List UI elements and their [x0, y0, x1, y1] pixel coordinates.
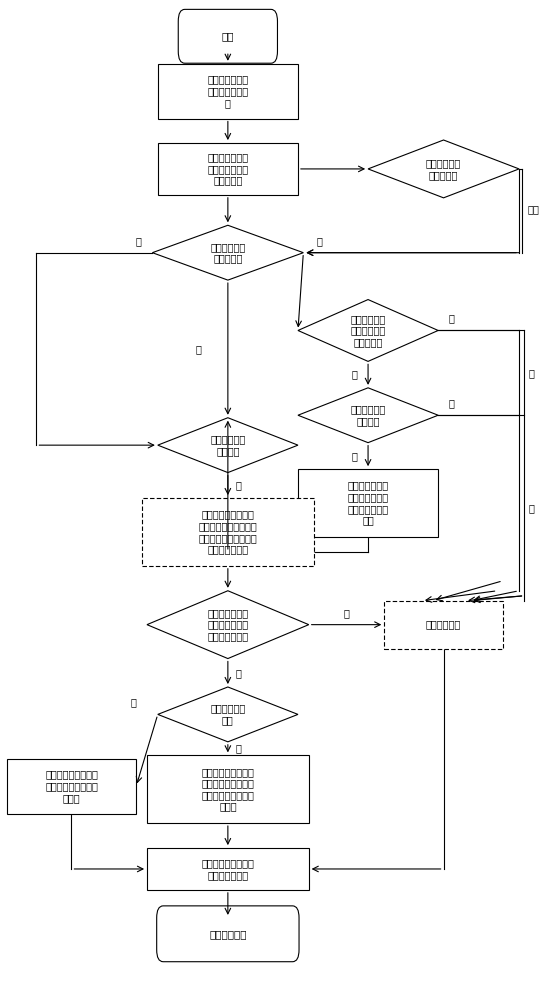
Text: 读到对应轮径
应答器？: 读到对应轮径 应答器？	[210, 434, 246, 456]
Polygon shape	[158, 687, 298, 742]
FancyBboxPatch shape	[157, 906, 299, 962]
Text: 否: 否	[236, 744, 242, 754]
Text: 新轮径值与上次
轮径值差值小于
新轮径容忍值？: 新轮径值与上次 轮径值差值小于 新轮径容忍值？	[207, 608, 248, 641]
Text: 使用新轮径值作为本
次校准轮径值，校准
成功。: 使用新轮径值作为本 次校准轮径值，校准 成功。	[45, 770, 98, 803]
Text: 是: 是	[130, 697, 136, 707]
Text: 本次校准结束: 本次校准结束	[209, 929, 247, 939]
Bar	[141, 498, 314, 566]
Text: 设置轮径校准容
忍值及初始轮径
值: 设置轮径校准容 忍值及初始轮径 值	[207, 75, 248, 108]
Polygon shape	[368, 140, 519, 198]
Polygon shape	[158, 418, 298, 473]
FancyBboxPatch shape	[178, 9, 278, 63]
Text: 否: 否	[344, 608, 350, 618]
Text: 是: 是	[317, 236, 322, 246]
Text: 是: 是	[449, 398, 455, 408]
Text: 本次校准过程
中的第二次空
转或打滑？: 本次校准过程 中的第二次空 转或打滑？	[351, 314, 386, 347]
Bar	[147, 755, 309, 823]
Polygon shape	[152, 225, 304, 280]
Text: 否: 否	[351, 370, 357, 380]
Bar	[158, 143, 298, 195]
Bar	[147, 848, 309, 890]
Text: 使用新轮径值与上次
校准值平均值作为本
次校准轮径值，校准
成功。: 使用新轮径值与上次 校准值平均值作为本 次校准轮径值，校准 成功。	[202, 767, 254, 812]
Text: 测速，定位或
其他故障？: 测速，定位或 其他故障？	[426, 158, 461, 180]
Polygon shape	[147, 591, 309, 659]
Text: 否: 否	[527, 204, 533, 214]
Text: 轮径校准失败: 轮径校准失败	[426, 620, 461, 630]
Text: 是: 是	[236, 480, 242, 490]
Text: 否: 否	[351, 451, 357, 461]
Text: 是: 是	[236, 668, 242, 678]
Text: 是: 是	[529, 503, 534, 513]
Text: 列车发生空转
或者打滑？: 列车发生空转 或者打滑？	[210, 242, 246, 263]
Text: 设置轮径校准容忍值
为默认容忍值。: 设置轮径校准容忍值 为默认容忍值。	[202, 858, 254, 880]
Text: 开始累积空转或
打滑时的脉冲计
数及相应的测距
距离: 开始累积空转或 打滑时的脉冲计 数及相应的测距 距离	[347, 481, 389, 525]
Polygon shape	[298, 300, 438, 361]
Text: 是: 是	[449, 314, 455, 324]
Text: 读取到一个轮径
应答器，开始累
积脉冲计数: 读取到一个轮径 应答器，开始累 积脉冲计数	[207, 152, 248, 186]
Text: 开始: 开始	[222, 31, 234, 41]
Bar	[384, 601, 503, 649]
Polygon shape	[298, 388, 438, 443]
Text: 否: 否	[533, 204, 538, 214]
Bar	[298, 469, 438, 537]
Text: 否: 否	[136, 236, 141, 246]
Bar	[7, 759, 136, 814]
Text: 空转或打滑时
间超时？: 空转或打滑时 间超时？	[351, 404, 386, 426]
Text: 上线第一次校
准？: 上线第一次校 准？	[210, 704, 246, 725]
Text: 否: 否	[195, 344, 201, 354]
Text: 再计算新轮径容忍值
（有上下限）。根据上
述脉冲计数及对应距离
计算新轮径值。: 再计算新轮径容忍值 （有上下限）。根据上 述脉冲计数及对应距离 计算新轮径值。	[198, 510, 257, 554]
Text: 是: 是	[529, 368, 534, 378]
Bar	[158, 64, 298, 119]
